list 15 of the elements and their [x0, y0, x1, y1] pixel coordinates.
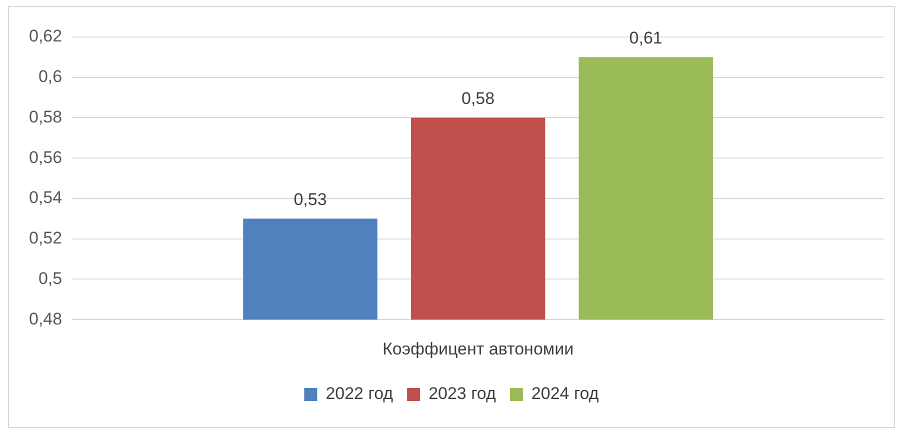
data-label: 0,58 [461, 88, 495, 108]
data-label: 0,61 [629, 28, 662, 48]
y-tick-label: 0,52 [28, 228, 62, 248]
legend-label: 2022 год [326, 384, 394, 404]
y-tick-label: 0,56 [28, 148, 62, 167]
y-tick-label: 0,48 [28, 309, 62, 328]
y-tick-label: 0,62 [28, 26, 62, 46]
data-label: 0,53 [294, 190, 327, 209]
legend-label: 2023 год [428, 384, 496, 404]
y-tick-label: 0,6 [38, 67, 62, 86]
y-tick-label: 0,5 [38, 268, 62, 288]
y-tick-label: 0,58 [28, 107, 62, 126]
y-tick-label: 0,54 [28, 188, 62, 208]
legend-label: 2024 год [531, 384, 599, 404]
x-tick-label: Коэффицент автономии [382, 339, 574, 358]
